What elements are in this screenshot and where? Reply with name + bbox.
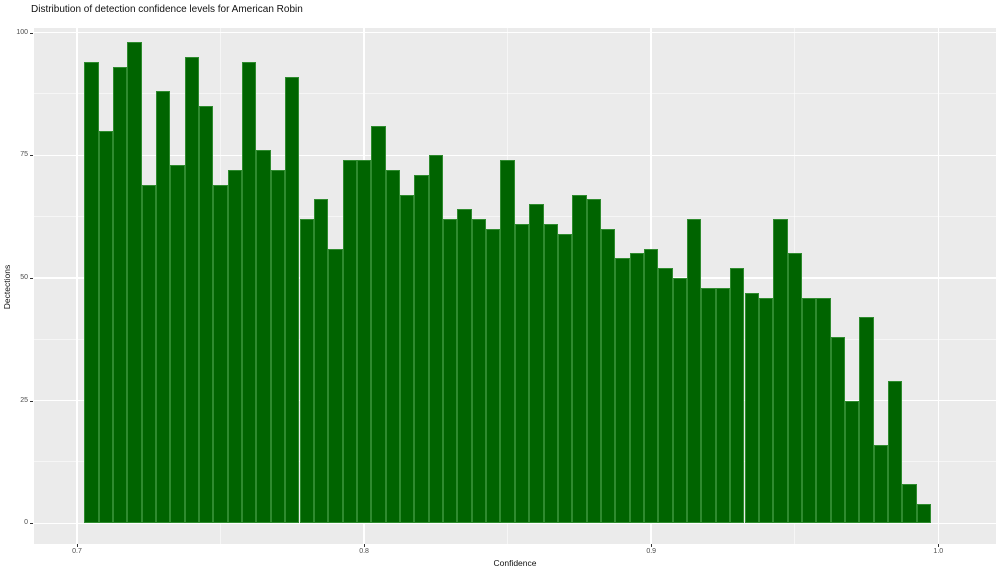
x-tick-label: 0.9 xyxy=(646,548,657,555)
histogram-bar xyxy=(313,199,329,524)
histogram-bar xyxy=(385,169,400,524)
histogram-bar xyxy=(629,253,644,524)
histogram-bar xyxy=(758,297,774,524)
histogram-bar xyxy=(227,169,243,524)
y-tick-label: 50 xyxy=(20,273,28,281)
y-major-gridline xyxy=(34,522,996,525)
y-axis-label: Dectections xyxy=(2,264,12,310)
histogram-bar xyxy=(888,380,903,524)
histogram-bar xyxy=(787,253,802,524)
histogram-bar xyxy=(356,160,372,524)
histogram-bar xyxy=(242,62,257,524)
histogram-bar xyxy=(687,219,702,524)
histogram-bar xyxy=(773,219,788,524)
chart-title: Distribution of detection confidence lev… xyxy=(31,4,303,15)
x-tick-label: 0.8 xyxy=(359,548,369,555)
histogram-bar xyxy=(830,336,845,524)
histogram-bar xyxy=(672,277,688,524)
y-tick-mark xyxy=(30,155,33,157)
histogram-bar xyxy=(399,194,415,524)
histogram-bar xyxy=(859,317,874,524)
histogram-bar xyxy=(586,199,601,524)
y-tick-label: 0 xyxy=(24,519,28,527)
histogram-bar xyxy=(500,160,515,524)
histogram-bar xyxy=(328,248,343,524)
histogram-bar xyxy=(572,194,587,524)
x-tick-mark xyxy=(938,544,940,547)
histogram-bar xyxy=(270,169,286,524)
histogram-bar xyxy=(873,444,889,524)
histogram-bar xyxy=(141,184,156,524)
y-major-gridline xyxy=(34,154,996,157)
histogram-bar xyxy=(644,248,659,524)
histogram-bar xyxy=(529,204,544,524)
histogram-bar xyxy=(199,106,214,524)
x-tick-label: 1.0 xyxy=(933,548,944,555)
histogram-bar xyxy=(170,165,185,524)
histogram-bar xyxy=(471,219,487,524)
histogram-bar xyxy=(184,57,199,524)
y-tick-label: 25 xyxy=(20,396,28,404)
y-tick-label: 100 xyxy=(16,28,28,36)
histogram-bar xyxy=(514,223,530,524)
histogram-bar xyxy=(84,62,99,524)
histogram-bar xyxy=(127,42,142,524)
histogram-bar xyxy=(213,184,228,524)
histogram-bar xyxy=(844,400,860,524)
histogram-bar xyxy=(543,223,558,524)
histogram-bar xyxy=(902,484,917,524)
y-major-gridline xyxy=(34,31,996,34)
histogram-bar xyxy=(600,228,616,524)
x-tick-label: 0.7 xyxy=(72,548,82,555)
x-tick-mark xyxy=(364,544,366,547)
histogram-bar xyxy=(371,125,386,524)
histogram-bar xyxy=(801,297,817,524)
histogram-bar xyxy=(443,219,458,524)
histogram-bar xyxy=(155,91,171,524)
histogram-bar xyxy=(299,219,314,524)
histogram-bar xyxy=(615,258,630,524)
x-axis-label: Confidence xyxy=(493,558,537,568)
y-minor-gridline xyxy=(34,216,996,218)
histogram-bar xyxy=(457,209,472,524)
histogram-bar xyxy=(816,297,831,524)
histogram-bar xyxy=(342,160,357,524)
y-minor-gridline xyxy=(34,93,996,95)
histogram-bar xyxy=(730,268,745,524)
histogram-bar xyxy=(112,66,128,524)
histogram-bar xyxy=(916,503,932,524)
histogram-bar xyxy=(256,150,271,524)
y-tick-mark xyxy=(30,277,33,279)
histogram-bar xyxy=(701,287,716,524)
y-tick-mark xyxy=(30,523,33,525)
x-tick-mark xyxy=(651,544,653,547)
histogram-bar xyxy=(658,268,673,524)
histogram-bar xyxy=(744,292,759,524)
x-major-gridline xyxy=(937,28,940,544)
histogram-bar xyxy=(557,233,573,524)
histogram-bar xyxy=(285,76,300,524)
y-tick-label: 75 xyxy=(20,151,28,159)
x-major-gridline xyxy=(76,28,78,544)
y-tick-mark xyxy=(30,32,33,34)
histogram-bar xyxy=(428,155,444,524)
x-tick-mark xyxy=(77,544,78,547)
histogram-bar xyxy=(98,130,113,524)
histogram-bar xyxy=(715,287,731,524)
plot-panel xyxy=(34,28,996,544)
histogram-bar xyxy=(486,228,501,524)
histogram-bar xyxy=(414,174,429,524)
y-tick-mark xyxy=(30,400,33,402)
